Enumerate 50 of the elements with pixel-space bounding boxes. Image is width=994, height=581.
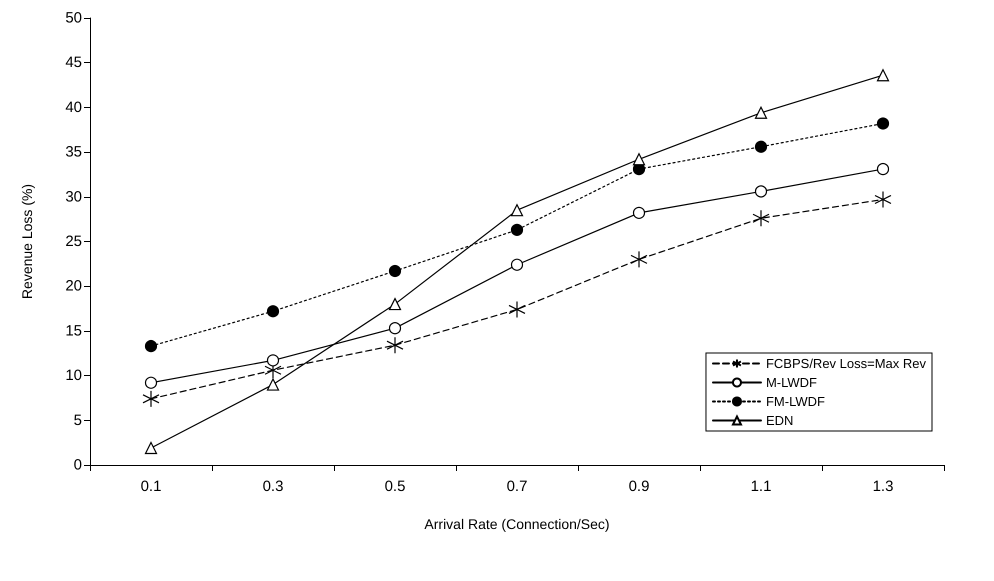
x-tick-label: 1.3 [872,478,894,495]
point [876,162,890,176]
point [874,190,892,208]
point [388,322,402,334]
x-tick-label: 0.3 [262,478,284,495]
point [266,305,280,318]
y-tick-label: 10 [65,367,82,384]
point [510,258,524,271]
point [754,106,768,119]
y-tick-label: 50 [65,10,82,26]
point [510,204,524,216]
x-axis-title: Arrival Rate (Connection/Sec) [424,516,610,532]
legend-label: M-LWDF [766,375,818,390]
point [144,442,158,454]
point [510,224,524,236]
point [142,390,160,408]
legend-label: FCBPS/Rev Loss=Max Rev [766,356,926,371]
point [876,69,890,82]
point [752,210,770,227]
point [266,354,280,366]
y-tick-label: 40 [65,98,82,116]
point [144,376,158,389]
x-tick-label: 0.7 [506,478,528,495]
y-tick-label: 0 [74,456,82,474]
point [754,185,768,198]
point [266,378,280,391]
y-tick-label: 45 [65,54,82,72]
point [632,153,646,166]
point [876,117,890,130]
point [388,298,402,310]
point [388,264,402,278]
y-tick-label: 35 [65,144,82,161]
y-tick-label: 25 [65,233,82,250]
y-tick-label: 15 [65,322,82,340]
point [630,250,648,268]
x-tick-label: 0.1 [140,478,162,495]
point [754,140,768,153]
y-tick-label: 5 [74,412,82,429]
point [144,340,158,352]
x-tick-label: 0.9 [628,478,650,495]
legend-label: EDN [766,413,794,428]
y-tick-label: 30 [65,188,82,206]
x-tick-label: 1.1 [750,478,772,495]
y-tick-label: 20 [65,278,82,295]
point [386,336,404,354]
y-axis-title: Revenue Loss (%) [19,184,35,300]
legend-label: FM-LWDF [766,394,825,409]
point [632,206,646,219]
point [508,300,526,318]
x-tick-label: 0.5 [384,478,406,495]
